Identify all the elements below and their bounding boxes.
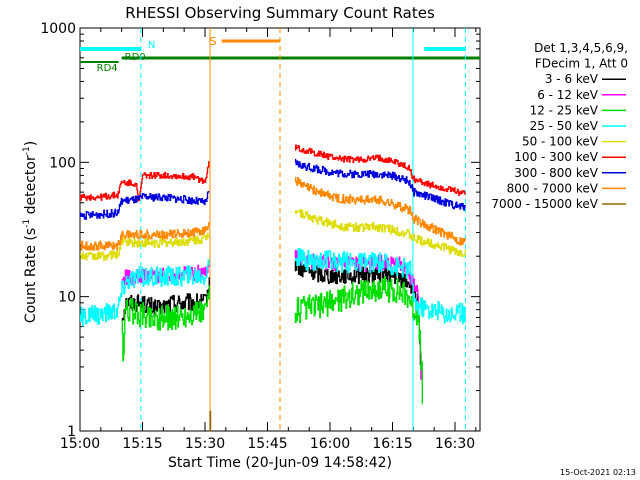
legend-entry-label: 800 - 7000 keV	[507, 181, 599, 195]
decimation-label: RD0	[125, 52, 146, 63]
plot-area: 1 10 100 1000 15:00 15:15 15:30 15:45 16:00 16:15…	[40, 21, 481, 452]
series-2-line	[121, 276, 423, 405]
svg-text:Count Rate (s-1 detector-1): Count Rate (s-1 detector-1)	[22, 141, 39, 323]
x-tick-label: 16:30	[435, 436, 475, 452]
legend-header-line: FDecim 1, Att 0	[535, 57, 628, 71]
x-axis-label: Start Time (20-Jun-09 14:58:42)	[168, 455, 392, 471]
legend-entry-label: 12 - 25 keV	[530, 103, 599, 117]
rd4-label: RD4	[97, 63, 118, 74]
legend-entry-label: 3 - 6 keV	[545, 72, 599, 86]
legend-entry-label: 7000 - 15000 keV	[491, 197, 598, 211]
night-label: N	[148, 40, 155, 51]
y-tick-label: 100	[49, 155, 76, 171]
ylabel-prefix: Count Rate (s	[23, 228, 39, 323]
series-7-line	[79, 176, 466, 251]
x-tick-label: 16:15	[372, 436, 412, 452]
series-4-line	[79, 209, 466, 261]
legend-entry-label: 100 - 300 keV	[514, 150, 598, 164]
series-3-line	[79, 248, 466, 327]
series-6-line	[79, 158, 466, 220]
ylabel-middle: detector	[23, 155, 39, 219]
ylabel-sup1: -1	[22, 219, 32, 228]
y-tick-label: 10	[58, 290, 76, 306]
x-tick-label: 15:45	[247, 436, 287, 452]
y-tick-label: 1	[67, 424, 76, 440]
legend-entry-label: 50 - 100 keV	[522, 135, 599, 149]
legend-entry-label: 300 - 800 keV	[514, 166, 598, 180]
series-5-line	[79, 144, 466, 202]
x-tick-label: 15:15	[122, 436, 162, 452]
legend-header-line: Det 1,3,4,5,6,9,	[534, 41, 628, 55]
saa-label: S	[210, 35, 217, 48]
legend-entry-label: 25 - 50 keV	[530, 119, 599, 133]
legend: Det 1,3,4,5,6,9, FDecim 1, Att 03 - 6 keV…	[491, 41, 628, 211]
footer-date: 15-Oct-2021 02:13	[560, 468, 636, 477]
x-tick-label: 15:30	[185, 436, 225, 452]
ylabel-suffix: )	[23, 141, 39, 146]
ylabel-sup2: -1	[22, 146, 32, 155]
y-axis-label: Count Rate (s-1 detector-1)	[22, 141, 39, 323]
legend-entry-label: 6 - 12 keV	[537, 88, 599, 102]
series-8-line	[209, 410, 212, 432]
x-tick-label: 15:00	[60, 436, 100, 452]
chart-title: RHESSI Observing Summary Count Rates	[125, 4, 435, 22]
x-tick-label: 16:00	[310, 436, 350, 452]
y-tick-label: 1000	[40, 21, 76, 37]
